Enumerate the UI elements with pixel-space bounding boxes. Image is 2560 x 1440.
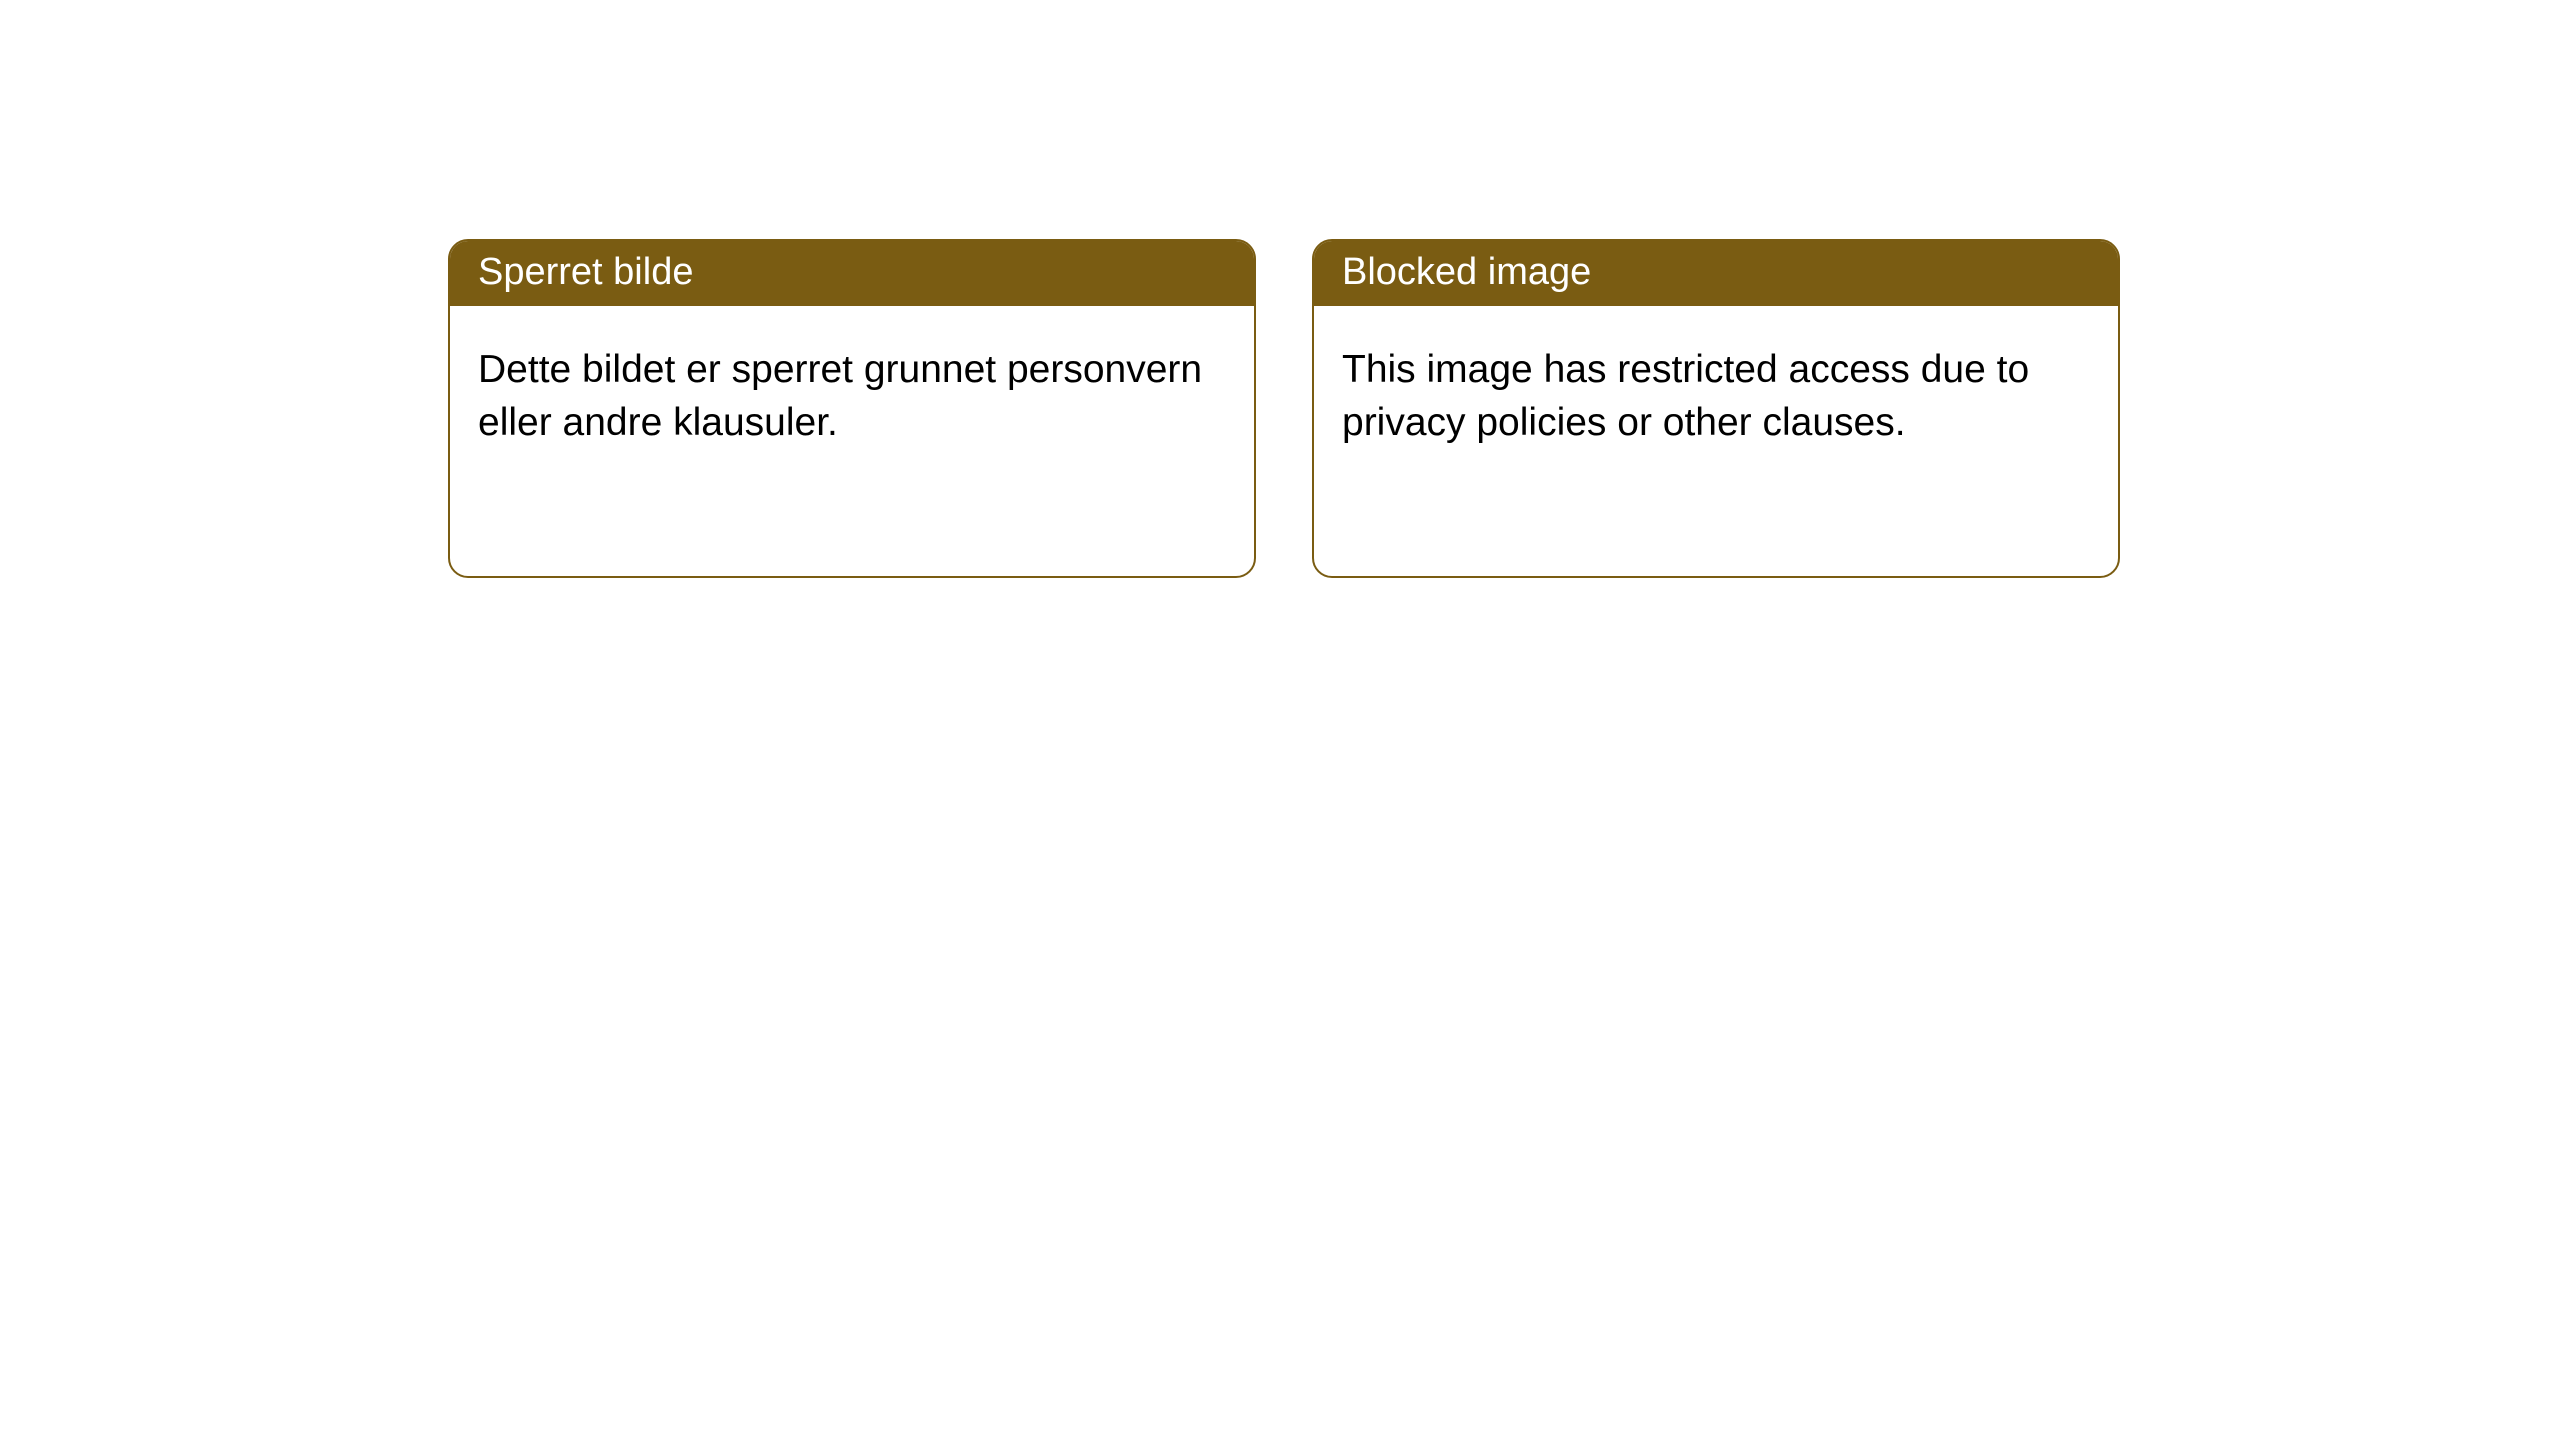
blocked-image-card-en: Blocked image This image has restricted … (1312, 239, 2120, 578)
blocked-image-card-no: Sperret bilde Dette bildet er sperret gr… (448, 239, 1256, 578)
card-message-en: This image has restricted access due to … (1342, 348, 2029, 444)
card-title-en: Blocked image (1342, 251, 1591, 293)
card-body-no: Dette bildet er sperret grunnet personve… (450, 306, 1254, 576)
card-body-en: This image has restricted access due to … (1314, 306, 2118, 576)
card-header-en: Blocked image (1314, 241, 2118, 306)
card-message-no: Dette bildet er sperret grunnet personve… (478, 348, 1202, 444)
card-header-no: Sperret bilde (450, 241, 1254, 306)
notice-container: Sperret bilde Dette bildet er sperret gr… (0, 0, 2560, 578)
card-title-no: Sperret bilde (478, 251, 693, 293)
